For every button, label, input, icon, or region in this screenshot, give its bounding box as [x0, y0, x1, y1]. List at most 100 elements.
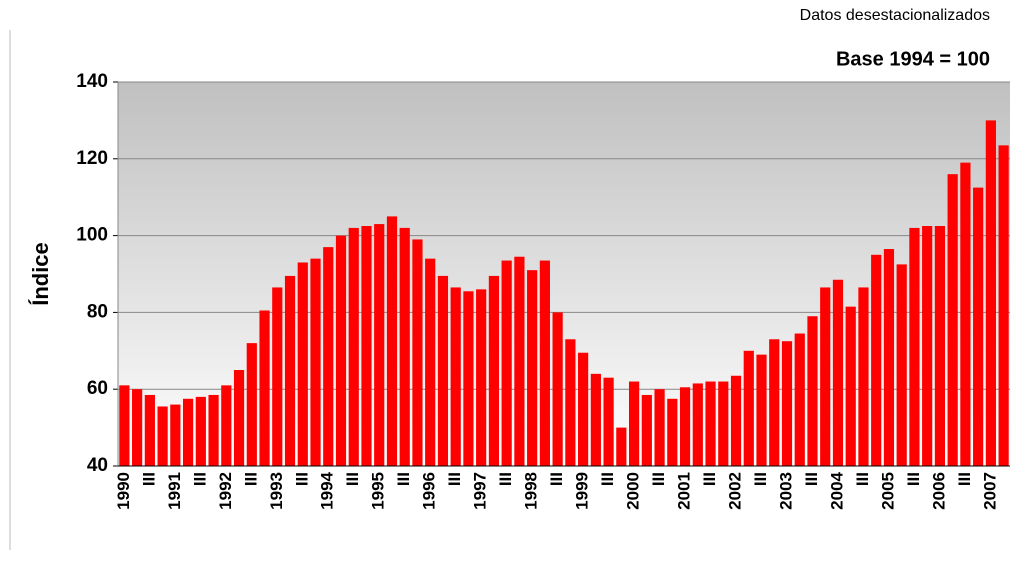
x-tick-label: III — [139, 472, 158, 486]
bar — [641, 394, 652, 466]
bar — [909, 227, 920, 466]
chart-title: Base 1994 = 100 — [836, 48, 990, 70]
x-tick-label: 2004 — [827, 471, 846, 509]
bar — [565, 339, 576, 466]
bar — [603, 377, 614, 466]
bar — [221, 385, 232, 466]
y-axis-label: Índice — [28, 242, 53, 306]
x-tick-label: 1997 — [471, 472, 490, 510]
bar — [488, 275, 500, 466]
y-tick-label: 80 — [87, 301, 108, 322]
bar — [386, 216, 398, 466]
y-tick-label: 140 — [76, 71, 108, 92]
bar — [157, 406, 168, 466]
bar — [794, 333, 805, 466]
bar — [998, 145, 1009, 467]
bar — [348, 227, 359, 466]
bar — [501, 260, 512, 466]
bar — [259, 310, 270, 466]
bar — [182, 398, 194, 466]
x-tick-label: 2000 — [624, 472, 643, 510]
x-tick-label: III — [394, 472, 413, 486]
bar — [947, 174, 958, 466]
x-tick-label: III — [598, 472, 617, 486]
bar — [335, 235, 347, 466]
bar — [284, 275, 296, 466]
x-tick-label: 1991 — [165, 472, 184, 510]
bar — [399, 227, 410, 466]
bar — [679, 387, 691, 466]
x-tick-label: 2006 — [929, 472, 948, 510]
bar — [272, 287, 283, 466]
bar — [539, 260, 550, 466]
bar — [756, 354, 767, 466]
bar — [922, 226, 933, 466]
bar — [960, 162, 971, 466]
bar — [361, 226, 372, 466]
x-tick-label: III — [802, 472, 821, 486]
x-tick-label: III — [853, 472, 872, 486]
y-tick-label: 40 — [87, 455, 108, 476]
x-tick-label: III — [700, 472, 719, 486]
bar — [973, 187, 984, 466]
x-tick-label: III — [547, 472, 566, 486]
bar — [845, 306, 856, 466]
bar — [170, 404, 181, 466]
bar — [896, 264, 907, 466]
x-tick-label: III — [649, 472, 668, 486]
bar — [374, 224, 385, 466]
bar — [781, 341, 793, 466]
x-tick-label: III — [343, 472, 362, 486]
bar — [718, 381, 729, 466]
bar — [323, 247, 334, 466]
x-tick-label: 1998 — [522, 472, 541, 510]
bar — [832, 279, 844, 466]
bar — [527, 270, 538, 466]
x-tick-label: 2005 — [878, 472, 897, 510]
bar — [310, 258, 321, 466]
bar — [590, 373, 601, 466]
x-tick-label: 2007 — [980, 472, 999, 510]
x-tick-label: 1990 — [114, 472, 133, 510]
x-tick-label: 1996 — [420, 472, 439, 510]
chart-subtitle: Datos desestacionalizados — [800, 7, 990, 24]
bar — [769, 339, 780, 466]
x-tick-label: III — [496, 472, 515, 486]
bar — [552, 312, 563, 466]
bar — [437, 275, 449, 466]
x-tick-label: 1999 — [573, 472, 592, 510]
bar — [667, 398, 678, 466]
bar — [476, 289, 487, 466]
bar — [654, 389, 665, 466]
bar — [934, 226, 946, 466]
bar — [858, 287, 869, 466]
bar — [743, 350, 754, 466]
x-tick-label: III — [292, 472, 311, 486]
bar — [233, 370, 245, 466]
bar — [119, 385, 130, 466]
x-tick-label: III — [445, 472, 464, 486]
x-tick-label: 2003 — [776, 472, 795, 510]
bar — [578, 352, 589, 466]
x-tick-label: 1995 — [369, 472, 388, 510]
bar — [820, 287, 831, 466]
bar — [883, 249, 895, 466]
bar — [425, 258, 436, 466]
x-tick-label: 1993 — [267, 472, 286, 510]
x-tick-label: 1992 — [216, 472, 235, 510]
y-tick-label: 120 — [76, 148, 108, 169]
bar — [807, 316, 818, 466]
bar — [132, 389, 143, 466]
x-tick-label: III — [955, 472, 974, 486]
bar — [705, 381, 716, 466]
y-tick-label: 60 — [87, 378, 108, 399]
bar — [628, 381, 640, 466]
bar — [730, 375, 742, 466]
y-tick-label: 100 — [76, 225, 108, 246]
bar — [208, 394, 219, 466]
x-tick-label: 2002 — [726, 472, 745, 510]
bar — [144, 394, 155, 466]
bar — [297, 262, 308, 466]
x-tick-label: 2001 — [675, 472, 694, 510]
